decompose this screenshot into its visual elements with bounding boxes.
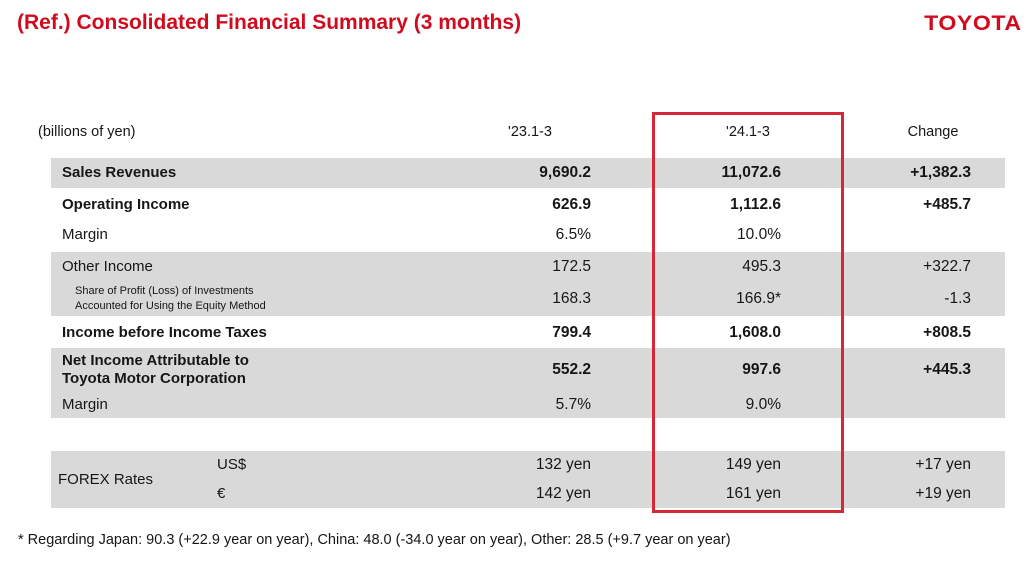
row-label: Share of Profit (Loss) of Investments Ac… — [51, 284, 421, 313]
toyota-logo: TOYOTA — [924, 12, 1022, 35]
currency-label: US$ — [51, 456, 421, 474]
value-24: 495.3 — [742, 257, 781, 275]
value-24: 9.0% — [745, 395, 781, 413]
value-change: +445.3 — [923, 360, 971, 378]
table-row-equity-method-share: Share of Profit (Loss) of Investments Ac… — [51, 281, 1005, 316]
row-label: Sales Revenues — [62, 164, 177, 181]
value-24: 161 yen — [725, 484, 781, 502]
value-23: 626.9 — [552, 196, 591, 213]
table-row-net-income: Net Income Attributable to Toyota Motor … — [51, 348, 1005, 391]
value-change: +1,382.3 — [910, 164, 971, 181]
value-change: +322.7 — [923, 257, 971, 275]
row-label-line1: Net Income Attributable to — [62, 351, 249, 369]
value-23: 172.5 — [552, 257, 591, 275]
column-header-23-1-3: '23.1-3 — [508, 124, 552, 140]
forex-rates-label: FOREX Rates — [58, 471, 154, 488]
forex-row-euro: € 142 yen 161 yen +19 yen — [51, 479, 1005, 508]
row-label: Other Income — [62, 257, 153, 275]
row-label: Margin — [62, 225, 108, 243]
currency-usd: US$ — [217, 456, 247, 473]
value-23: 552.2 — [552, 360, 591, 378]
value-24: 166.9* — [736, 289, 781, 307]
currency-label: € — [51, 485, 421, 503]
footnote: * Regarding Japan: 90.3 (+22.9 year on y… — [18, 532, 731, 548]
value-23: 142 yen — [535, 484, 591, 502]
forex-rates-section: FOREX Rates US$ 132 yen 149 yen +17 yen … — [51, 451, 1005, 508]
value-23: 5.7% — [555, 395, 591, 413]
value-change: +485.7 — [923, 196, 971, 213]
row-label: Net Income Attributable to Toyota Motor … — [51, 352, 421, 388]
currency-euro: € — [217, 484, 226, 502]
value-23: 132 yen — [535, 456, 591, 473]
financial-table: Sales Revenues 9,690.2 11,072.6 +1,382.3… — [51, 158, 1005, 418]
value-24: 149 yen — [725, 456, 781, 473]
value-23: 6.5% — [555, 225, 591, 243]
forex-row-usd: US$ 132 yen 149 yen +17 yen — [51, 451, 1005, 479]
unit-label: (billions of yen) — [38, 124, 136, 140]
table-row-other-income: Other Income 172.5 495.3 +322.7 — [51, 252, 1005, 281]
value-24: 11,072.6 — [721, 164, 781, 181]
value-23: 168.3 — [552, 289, 591, 307]
value-24: 997.6 — [742, 360, 781, 378]
row-label-line2: Toyota Motor Corporation — [62, 369, 246, 387]
page-title: (Ref.) Consolidated Financial Summary (3… — [17, 11, 522, 34]
table-row-sales-revenues: Sales Revenues 9,690.2 11,072.6 +1,382.3 — [51, 158, 1005, 188]
column-header-24-1-3: '24.1-3 — [726, 124, 770, 140]
row-label: Margin — [62, 395, 108, 413]
row-label-line1: Share of Profit (Loss) of Investments — [75, 285, 254, 298]
value-change: +808.5 — [923, 324, 971, 341]
value-24: 10.0% — [737, 225, 781, 243]
row-label: Operating Income — [62, 196, 190, 213]
value-change: -1.3 — [944, 289, 971, 307]
column-header-change: Change — [907, 124, 959, 140]
row-label-line2: Accounted for Using the Equity Method — [75, 299, 266, 312]
table-row-operating-income: Operating Income 626.9 1,112.6 +485.7 — [51, 190, 1005, 220]
table-row-income-before-taxes: Income before Income Taxes 799.4 1,608.0… — [51, 318, 1005, 348]
value-change: +19 yen — [915, 484, 971, 502]
value-24: 1,608.0 — [729, 324, 781, 341]
value-24: 1,112.6 — [730, 196, 781, 213]
value-23: 9,690.2 — [539, 164, 591, 181]
table-row-operating-margin: Margin 6.5% 10.0% — [51, 220, 1005, 249]
value-23: 799.4 — [552, 324, 591, 341]
row-label: Income before Income Taxes — [62, 324, 267, 341]
value-change: +17 yen — [915, 456, 971, 473]
table-row-net-income-margin: Margin 5.7% 9.0% — [51, 391, 1005, 418]
